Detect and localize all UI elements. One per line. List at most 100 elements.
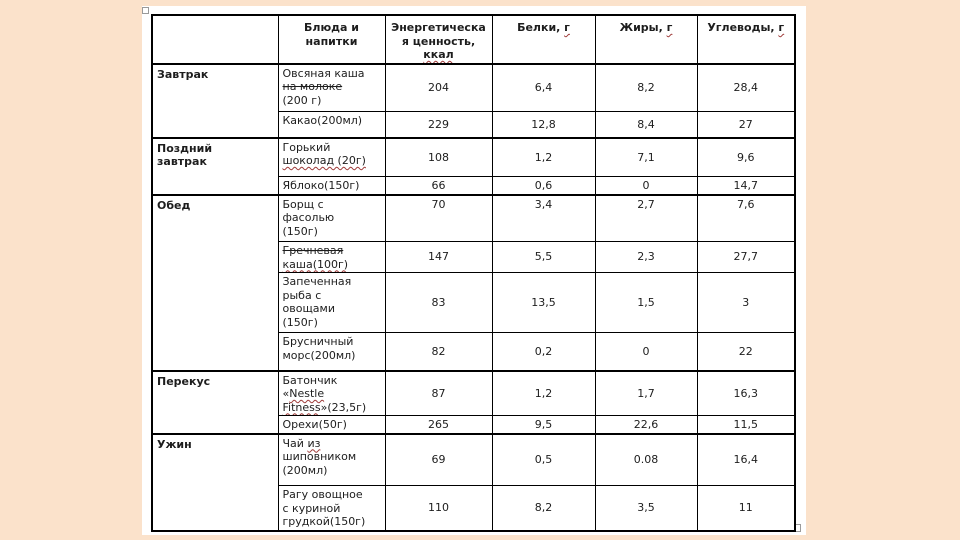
energy-cell: 204 [384,62,493,112]
carbs-cell: 3 [696,272,796,333]
text-segment: Жиры, [619,21,667,34]
protein-cell: 0,2 [491,332,596,371]
text-segment: фасолью [282,211,335,224]
energy-cell: 82 [384,332,493,371]
table-row: Поздний завтрак Горький шоколад (20г) 108 1,2… [151,136,796,195]
text-segment: Углеводы, [707,21,779,34]
energy-cell: 229 [384,111,493,138]
text-segment: Рагу овощное [282,488,363,501]
carbs-cell: 16,4 [696,432,796,486]
struck-text: Гречневая [282,244,344,257]
dish-cell: Запеченная рыба с овощами (150г) [277,272,386,333]
nutrition-table: Блюда и напитки Энергетическа я ценность, кк… [151,14,796,532]
fat-cell: 7,1 [594,136,698,177]
meal-cell: Перекус [151,369,279,434]
meal-cell: Обед [151,193,279,371]
protein-cell: 8,2 [491,485,596,531]
energy-cell: 265 [384,415,493,434]
text-segment: Брусничный [282,335,354,348]
fat-cell: 2,3 [594,241,698,273]
carbs-cell: 27 [696,111,796,138]
spellcheck-flagged-text: из [307,436,321,450]
protein-cell: 0,6 [491,176,596,195]
energy-cell: 110 [384,485,493,531]
column-header-carbs: Углеводы, г [696,14,796,65]
text-segment: Белки, [517,21,565,34]
text-segment: Батончик [282,373,338,387]
text-segment: (150г) [282,315,318,329]
protein-cell: 6,4 [491,62,596,112]
carbs-cell: 22 [696,332,796,371]
carbs-cell: 7,6 [696,193,796,242]
text-segment: напитки [305,34,358,48]
text-segment: Горький [282,140,331,154]
spellcheck-flagged-text: Fitness [282,400,321,414]
text-segment: овощами [282,302,336,315]
fat-cell: 0 [594,332,698,371]
dish-cell: Гречневая каша(100г) [277,241,386,273]
text-segment: Орехи(50г) [282,418,347,431]
table-row: Перекус Батончик «Nestle Fitness»(23,5г) 87 1… [151,369,796,434]
text-segment: »(23,5г) [320,400,367,414]
meal-cell: Поздний завтрак [151,136,279,195]
dish-cell: Орехи(50г) [277,415,386,434]
table-row: Орехи(50г) 265 9,5 22,6 11,5 [152,415,796,434]
text-segment: (200мл) [282,463,328,477]
dish-cell: Батончик «Nestle Fitness»(23,5г) [277,369,386,416]
text-segment: Блюда и [304,21,359,34]
text-segment: с куриной [282,501,341,515]
carbs-cell: 11 [696,485,796,531]
struck-text: на молоке [282,80,343,93]
text-segment: (150г) [282,224,318,238]
protein-cell: 5,5 [491,241,596,273]
dish-cell: Яблоко(150г) [277,176,386,195]
nutrition-table-body: Завтрак Овсяная каша на молоке (200 г) 204 6,… [151,62,796,531]
fat-cell: 0.08 [594,432,698,486]
spellcheck-flagged-text: ккал [423,48,454,61]
protein-cell: 9,5 [491,415,596,434]
dish-cell: Овсяная каша на молоке (200 г) [277,62,386,112]
spellcheck-flagged-text: г [564,21,570,34]
carbs-cell: 9,6 [696,136,796,177]
energy-cell: 83 [384,272,493,333]
dish-cell: Горький шоколад (20г) [277,136,386,177]
protein-cell: 13,5 [491,272,596,333]
fat-cell: 8,4 [594,111,698,138]
carbs-cell: 11,5 [696,415,796,434]
fat-cell: 1,7 [594,369,698,416]
text-segment: Яблоко(150г) [282,179,360,192]
text-segment: Поздний [157,141,213,155]
table-row: Брусничный морс(200мл) 82 0,2 0 22 [152,332,796,371]
protein-cell: 0,5 [491,432,596,486]
text-segment: Ужин [157,437,192,451]
fat-cell: 2,7 [594,193,698,242]
text-segment: Какао(200мл) [282,114,363,127]
text-segment: завтрак [157,155,207,168]
text-segment: Запеченная [282,275,352,288]
energy-cell: 108 [384,136,493,177]
table-row: Обед Борщ с фасолью (150г) 70 3,4 2,7 7,6 [151,193,796,371]
spellcheck-flagged-text: шоколад (20г) [282,154,366,167]
text-segment: Чай [282,436,308,450]
spellcheck-flagged-text: г [666,21,673,34]
dish-cell: Брусничный морс(200мл) [277,332,386,371]
text-segment: грудкой(150г) [282,515,366,528]
carbs-cell: 27,7 [696,241,796,273]
spellcheck-flagged-text: каша(100г) [282,257,349,271]
spellcheck-flagged-text: Nestle [289,387,325,400]
fat-cell: 0 [594,176,698,195]
protein-cell: 12,8 [491,111,596,138]
column-header-dish: Блюда и напитки [277,14,386,65]
object-anchor-top-left-icon [142,7,149,14]
text-segment: я ценность, [401,34,476,48]
column-header-protein: Белки, г [491,14,596,65]
energy-cell: 87 [384,369,493,416]
energy-cell: 69 [384,432,493,486]
fat-cell: 22,6 [594,415,698,434]
text-segment: Завтрак [157,67,209,81]
text-segment: Овсяная каша [282,66,365,80]
column-header-meal [151,14,279,65]
dish-cell: Рагу овощное с куриной грудкой(150г) [277,485,386,531]
text-segment: (200 г) [282,93,322,107]
